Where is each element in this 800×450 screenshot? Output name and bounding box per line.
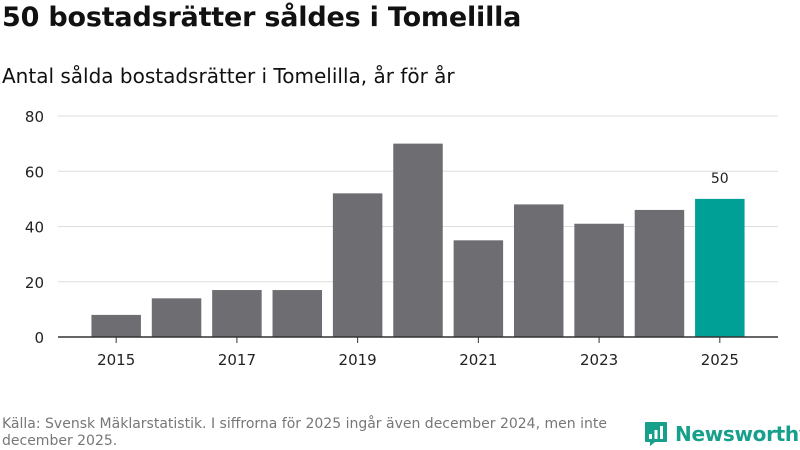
y-tick-label: 20 [25, 274, 44, 292]
bar-2019 [332, 193, 383, 337]
bar-chart: 0 20 40 60 80 2015 2017 2019 2021 2023 2025 50 [25, 108, 778, 369]
chart-subtitle: Antal sålda bostadsrätter i Tomelilla, å… [2, 64, 455, 88]
y-tick-label: 80 [25, 108, 44, 126]
bar-2022 [513, 204, 564, 337]
y-axis-ticks: 0 20 40 60 80 [25, 108, 44, 347]
brand-name: Newsworthy [675, 422, 800, 446]
bar-2016 [151, 298, 202, 337]
bar-2018 [272, 290, 323, 337]
x-axis-ticks: 2015 2017 2019 2021 2023 2025 [97, 337, 739, 369]
chart-title: 50 bostadsrätter såldes i Tomelilla [2, 2, 522, 33]
bar-2023 [574, 223, 624, 337]
x-tick-label: 2025 [701, 351, 739, 369]
bar-2020 [393, 143, 443, 337]
bar-2025 [695, 198, 745, 337]
x-tick-label: 2017 [218, 351, 256, 369]
x-tick-label: 2019 [339, 351, 377, 369]
bars [91, 143, 745, 337]
bar-2024 [634, 209, 685, 337]
bar-2021 [453, 240, 504, 337]
y-tick-label: 40 [25, 219, 44, 237]
newsworthy-logo-icon [645, 422, 667, 446]
bar-2015 [91, 314, 141, 337]
x-tick-label: 2015 [97, 351, 135, 369]
x-tick-label: 2021 [459, 351, 497, 369]
source-note: Källa: Svensk Mäklarstatistik. I siffror… [2, 416, 607, 449]
data-label-2025: 50 [711, 171, 729, 187]
data-labels: 50 [711, 171, 729, 187]
x-tick-label: 2023 [580, 351, 618, 369]
y-tick-label: 0 [34, 329, 44, 347]
bar-2017 [212, 290, 262, 337]
brand-logo[interactable]: Newsworthy [644, 419, 800, 449]
y-tick-label: 60 [25, 163, 44, 181]
